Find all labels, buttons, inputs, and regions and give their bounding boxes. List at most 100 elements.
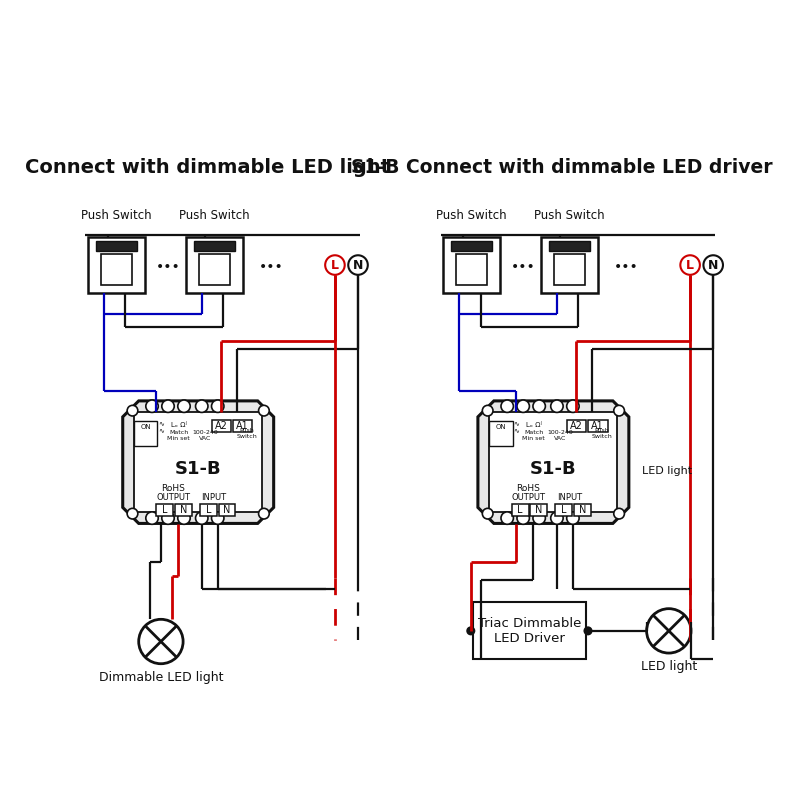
Text: L: L — [162, 505, 168, 515]
Text: A2: A2 — [215, 421, 228, 430]
Bar — [175, 504, 192, 516]
Circle shape — [614, 508, 625, 519]
Circle shape — [646, 609, 691, 653]
Text: Match
Min set: Match Min set — [522, 430, 546, 441]
Text: ∿
∿: ∿ ∿ — [158, 420, 164, 433]
Text: Dimmable LED light: Dimmable LED light — [98, 670, 223, 683]
Circle shape — [585, 627, 591, 634]
Text: S1-B: S1-B — [175, 460, 222, 478]
Circle shape — [566, 400, 579, 413]
Circle shape — [482, 406, 493, 416]
Bar — [490, 422, 513, 446]
Circle shape — [195, 512, 208, 524]
Circle shape — [467, 627, 474, 634]
Circle shape — [146, 400, 158, 413]
Circle shape — [162, 512, 174, 524]
Bar — [456, 254, 487, 285]
Text: Push Switch: Push Switch — [179, 209, 250, 222]
Bar — [530, 504, 547, 516]
Text: Push
Switch: Push Switch — [592, 428, 613, 439]
Bar — [186, 237, 242, 294]
Text: L: L — [518, 505, 523, 515]
Text: N: N — [708, 258, 718, 271]
Bar — [233, 419, 252, 432]
Text: L: L — [331, 258, 339, 271]
Text: Push Switch: Push Switch — [534, 209, 605, 222]
Bar — [574, 504, 590, 516]
Text: Triac Dimmable
LED Driver: Triac Dimmable LED Driver — [478, 617, 581, 645]
Text: S1-B Connect with dimmable LED driver: S1-B Connect with dimmable LED driver — [351, 158, 773, 177]
Bar — [96, 241, 137, 251]
Bar — [134, 413, 262, 512]
Text: RoHS: RoHS — [517, 484, 541, 494]
Circle shape — [146, 512, 158, 524]
Bar — [101, 254, 132, 285]
Text: ∿
∿: ∿ ∿ — [513, 420, 519, 433]
Bar — [198, 254, 230, 285]
Bar — [88, 237, 145, 294]
Bar — [200, 504, 217, 516]
Circle shape — [211, 400, 224, 413]
Text: 100-240
VAC: 100-240 VAC — [548, 430, 574, 441]
Bar — [490, 413, 618, 512]
Bar — [566, 419, 586, 432]
Text: N: N — [353, 258, 363, 271]
Circle shape — [517, 512, 530, 524]
Text: •••: ••• — [156, 260, 180, 274]
Circle shape — [533, 400, 546, 413]
Circle shape — [211, 512, 224, 524]
Text: S1-B: S1-B — [530, 460, 577, 478]
Circle shape — [482, 508, 493, 519]
Bar — [443, 237, 500, 294]
Circle shape — [138, 619, 183, 664]
Circle shape — [533, 512, 546, 524]
Text: INPUT: INPUT — [557, 493, 582, 502]
Text: Lₒ Ω⁽: Lₒ Ω⁽ — [526, 422, 542, 428]
Bar — [541, 237, 598, 294]
Text: ON: ON — [496, 424, 506, 430]
Text: •••: ••• — [511, 260, 535, 274]
Text: Push Switch: Push Switch — [81, 209, 152, 222]
Text: OUTPUT: OUTPUT — [511, 493, 546, 502]
Text: Match
Min set: Match Min set — [167, 430, 190, 441]
Bar — [194, 241, 234, 251]
Circle shape — [195, 400, 208, 413]
Circle shape — [258, 406, 270, 416]
Bar — [549, 241, 590, 251]
Bar — [473, 602, 586, 659]
Circle shape — [127, 406, 138, 416]
Text: Push Switch: Push Switch — [436, 209, 507, 222]
Circle shape — [703, 255, 723, 275]
Circle shape — [127, 508, 138, 519]
Bar — [157, 504, 174, 516]
Polygon shape — [478, 401, 629, 523]
Circle shape — [162, 400, 174, 413]
Text: L: L — [206, 505, 211, 515]
Text: N: N — [223, 505, 230, 515]
Bar — [218, 504, 235, 516]
Circle shape — [550, 512, 563, 524]
Circle shape — [258, 508, 270, 519]
Bar — [554, 254, 585, 285]
Text: INPUT: INPUT — [202, 493, 226, 502]
Text: ON: ON — [141, 424, 151, 430]
Circle shape — [517, 400, 530, 413]
Text: A1: A1 — [236, 421, 249, 430]
Text: L: L — [561, 505, 566, 515]
Circle shape — [550, 400, 563, 413]
Circle shape — [680, 255, 700, 275]
Text: N: N — [535, 505, 542, 515]
Bar — [588, 419, 607, 432]
Text: 100-240
VAC: 100-240 VAC — [193, 430, 218, 441]
Circle shape — [566, 512, 579, 524]
Circle shape — [178, 512, 190, 524]
Text: •••: ••• — [258, 260, 283, 274]
Text: N: N — [578, 505, 586, 515]
Circle shape — [501, 512, 514, 524]
Text: A2: A2 — [570, 421, 583, 430]
Text: RoHS: RoHS — [162, 484, 186, 494]
Polygon shape — [122, 401, 274, 523]
Circle shape — [614, 406, 625, 416]
Bar — [555, 504, 572, 516]
Circle shape — [348, 255, 368, 275]
